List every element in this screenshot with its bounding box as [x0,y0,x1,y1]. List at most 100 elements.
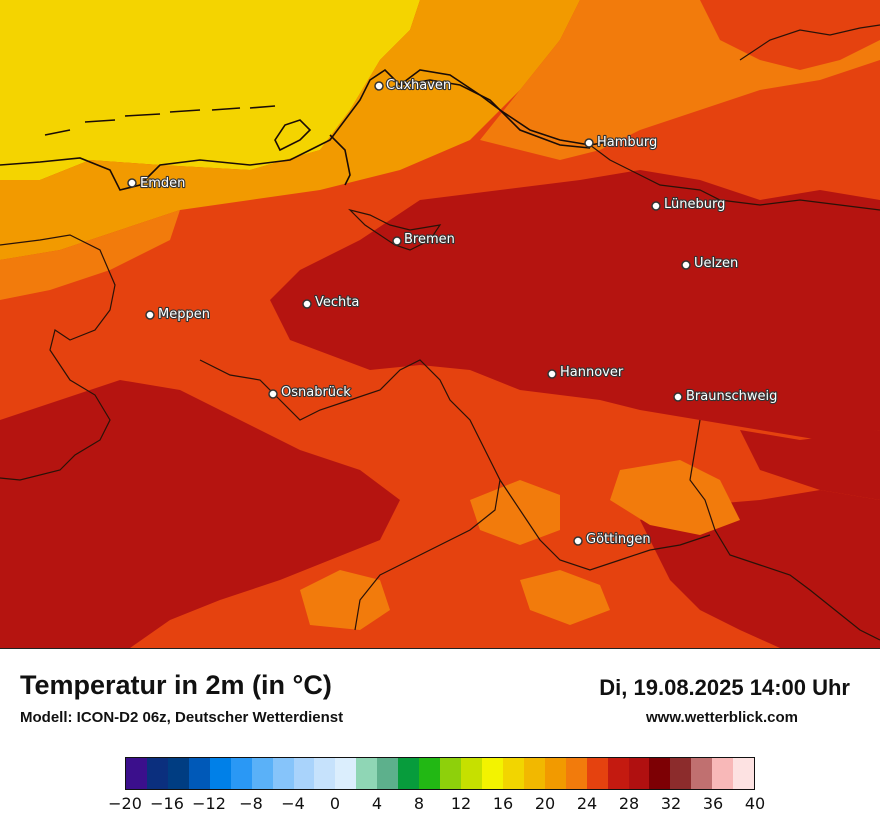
island-1 [84,119,116,123]
colorbar-swatch [502,758,524,789]
colorbar-tick-label: 24 [576,794,598,813]
city-dot [302,299,312,309]
colorbar-tick-label: −16 [150,794,184,813]
temperature-map: Cuxhaven Hamburg Emden Lüneburg Bremen U… [0,0,880,649]
colorbar-swatch [649,758,671,789]
website-link[interactable]: www.wetterblick.com [646,709,798,726]
colorbar-swatch [377,758,399,789]
coastal-warm-zone [0,0,580,260]
colorbar-swatch [146,758,168,789]
city-dot [374,81,384,91]
city-cuxhaven: Cuxhaven [374,77,452,94]
colorbar-swatch [314,758,336,789]
model-source: Modell: ICON-D2 06z, Deutscher Wetterdie… [20,709,344,726]
colorbar-tick-label: 36 [702,794,724,813]
colorbar-swatch [167,758,189,789]
northeast-orange-zone [700,0,880,70]
colorbar-swatch [461,758,482,789]
east-hot-core [740,430,880,500]
colorbar-tick-label: −12 [192,794,226,813]
colorbar-swatch [607,758,629,789]
city-dot [145,310,155,320]
colorbar-swatch [523,758,545,789]
south-cool-pocket [300,570,390,630]
colorbar-swatch [628,758,650,789]
city-dot [268,389,278,399]
north-sea-zone [0,0,420,180]
elbe-estuary [399,69,621,146]
colorbar-swatch [251,758,273,789]
city-label: Meppen [158,307,210,322]
city-label: Göttingen [586,532,651,547]
forecast-datetime: Di, 19.08.2025 14:00 Uhr [599,675,850,700]
colorbar-tick-label: 40 [744,794,766,813]
city-goettingen: Göttingen [573,531,652,548]
weser-cool-pocket [470,480,560,545]
island-3 [169,109,201,113]
colorbar-swatch [733,758,755,789]
map-title: Temperatur in 2m (in °C) [20,670,332,700]
city-emden: Emden [127,175,186,192]
harz-cool-pocket [610,460,740,535]
colorbar-swatch [335,758,357,789]
colorbar-tick-label: −8 [239,794,263,813]
jade-bay [274,119,312,152]
colorbar-swatch [188,758,210,789]
colorbar-swatch [691,758,713,789]
colorbar-swatch [356,758,378,789]
southcentral-cool-pocket [520,570,610,625]
northeast-border [739,24,880,61]
western-border [0,234,116,481]
city-hannover: Hannover [547,364,625,381]
island-2 [124,113,161,117]
northern-state-border [589,144,880,211]
colorbar-tick-label: 20 [534,794,556,813]
city-label: Braunschweig [686,389,777,404]
city-label: Bremen [404,232,455,247]
colorbar-tick-label: 4 [371,794,383,813]
colorbar-swatch [419,758,441,789]
colorbar-swatch [481,758,503,789]
colorbar-swatch [209,758,231,789]
island-4 [211,107,241,111]
island-6 [44,129,71,136]
city-vechta: Vechta [302,294,360,311]
city-lueneburg: Lüneburg [651,196,726,213]
city-dot [127,178,137,188]
coastline [0,68,591,191]
colorbar-swatch [565,758,587,789]
inland-warm-band [0,210,180,300]
temperature-colorbar [125,757,755,790]
city-dot [651,201,661,211]
city-osnabrueck: Osnabrück [268,384,352,401]
central-hot-core [270,170,880,440]
city-label: Hannover [560,365,624,380]
colorbar-tick-label: 32 [660,794,682,813]
colorbar-swatch [398,758,420,789]
colorbar-tick-label: 8 [413,794,425,813]
city-dot [547,369,557,379]
southwest-hot-core [0,380,400,648]
city-label: Hamburg [597,135,657,150]
colorbar-tick-label: 12 [450,794,472,813]
city-dot [584,138,594,148]
eastern-state-border [689,419,880,641]
hesse-border [499,479,711,571]
city-label: Emden [140,176,185,191]
colorbar-swatch [440,758,461,789]
colorbar-tick-label: 0 [329,794,341,813]
colorbar-swatch [293,758,315,789]
city-label: Vechta [315,295,359,310]
city-dot [681,260,691,270]
southern-state-border [199,359,501,631]
city-meppen: Meppen [145,306,211,323]
colorbar-swatch [712,758,734,789]
colorbar-tick-label: 16 [492,794,514,813]
colorbar-tick-label: 28 [618,794,640,813]
colorbar-tick-label: −4 [281,794,305,813]
city-dot [573,536,583,546]
city-dot [392,236,402,246]
colorbar-swatch [230,758,252,789]
colorbar-ticks: −20 −16 −12 −8 −4 0 4 8 12 16 20 24 28 32 36 40 [0,794,880,820]
city-label: Uelzen [694,256,738,271]
